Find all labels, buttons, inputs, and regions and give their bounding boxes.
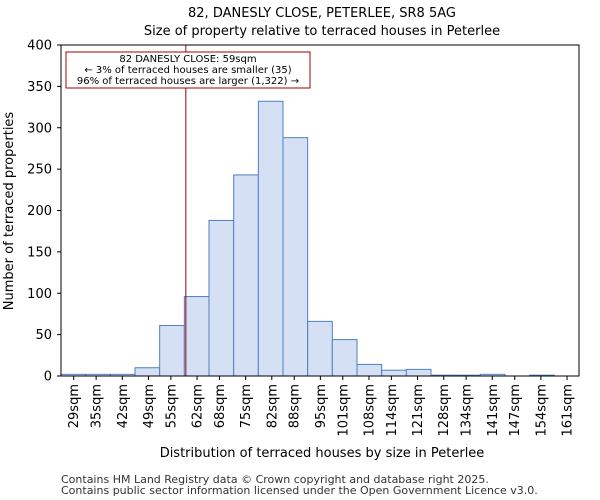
- annotation-line2: ← 3% of terraced houses are smaller (35): [84, 65, 291, 76]
- histogram-bar: [405, 368, 432, 377]
- histogram-bar: [183, 296, 210, 377]
- histogram-bar: [257, 100, 284, 377]
- x-tick-label: 128sqm: [437, 384, 452, 437]
- footer-line1: Contains HM Land Registry data © Crown c…: [61, 473, 489, 486]
- histogram-bar: [307, 320, 333, 377]
- x-tick-label: 42sqm: [116, 384, 131, 428]
- x-tick-label: 154sqm: [534, 384, 549, 437]
- y-tick-label: 200: [27, 204, 52, 219]
- x-tick-label: 147sqm: [508, 384, 523, 437]
- x-tick-label: 75sqm: [239, 384, 254, 428]
- y-tick-label: 50: [35, 328, 52, 343]
- y-tick-label: 350: [27, 80, 52, 95]
- annotation-line1: 82 DANESLY CLOSE: 59sqm: [119, 54, 256, 65]
- x-tick-label: 55sqm: [164, 384, 179, 428]
- y-tick-label: 250: [27, 163, 52, 178]
- y-axis-ticks: 0 50 100 150 200 250 300 350 400: [27, 39, 61, 385]
- histogram-bar: [331, 339, 358, 377]
- x-tick-label: 62sqm: [191, 384, 206, 428]
- y-tick-label: 150: [27, 245, 52, 260]
- histogram-bar: [233, 174, 259, 377]
- x-tick-label: 95sqm: [314, 384, 329, 428]
- chart-title-line1: 82, DANESLY CLOSE, PETERLEE, SR8 5AG: [188, 6, 456, 21]
- bars: [60, 100, 555, 377]
- y-axis-title: Number of terraced properties: [2, 112, 17, 311]
- y-tick-label: 300: [27, 121, 52, 136]
- x-tick-label: 88sqm: [288, 384, 303, 428]
- x-axis-title: Distribution of terraced houses by size …: [160, 446, 485, 461]
- x-tick-label: 161sqm: [561, 384, 576, 437]
- histogram-bar: [159, 325, 185, 377]
- x-tick-label: 35sqm: [90, 384, 105, 428]
- annotation-box: 82 DANESLY CLOSE: 59sqm ← 3% of terraced…: [65, 51, 311, 89]
- x-tick-label: 108sqm: [362, 384, 377, 437]
- footer-line2: Contains public sector information licen…: [61, 484, 538, 497]
- histogram-bar: [208, 219, 235, 377]
- x-tick-label: 68sqm: [213, 384, 228, 428]
- annotation-border: [65, 51, 311, 89]
- x-tick-label: 49sqm: [142, 384, 157, 428]
- y-tick-label: 100: [27, 287, 52, 302]
- x-tick-label: 134sqm: [460, 384, 475, 437]
- x-tick-label: 29sqm: [67, 384, 82, 428]
- histogram-bar: [134, 367, 161, 377]
- x-tick-label: 82sqm: [265, 384, 280, 428]
- y-tick-label: 0: [44, 370, 52, 385]
- y-tick-label: 400: [27, 39, 52, 54]
- histogram-bar: [356, 363, 383, 377]
- x-axis-ticks: 29sqm 35sqm 42sqm 49sqm 55sqm 62sqm 68sqm 75sqm…: [67, 376, 576, 437]
- x-tick-label: 101sqm: [336, 384, 351, 437]
- histogram-bar: [381, 369, 407, 377]
- x-tick-label: 141sqm: [486, 384, 501, 437]
- x-tick-label: 114sqm: [385, 384, 400, 437]
- annotation-line3: 96% of terraced houses are larger (1,322…: [77, 76, 299, 87]
- histogram-bar: [282, 137, 309, 377]
- x-tick-label: 121sqm: [411, 384, 426, 437]
- chart-title-line2: Size of property relative to terraced ho…: [144, 24, 500, 39]
